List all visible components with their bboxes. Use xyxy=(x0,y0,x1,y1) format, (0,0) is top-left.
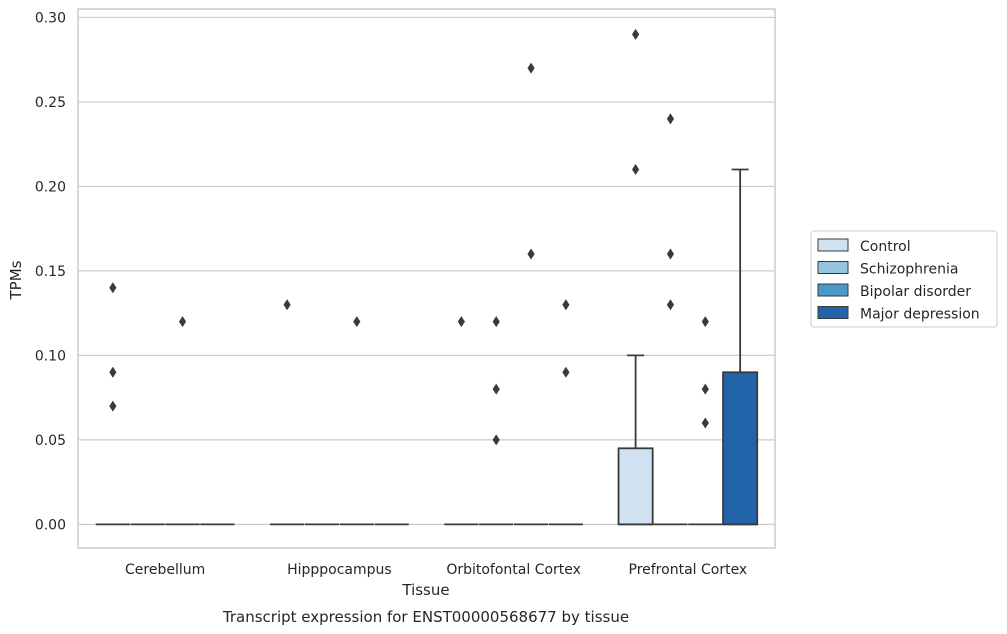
legend-swatch xyxy=(817,283,849,297)
x-tick-labels: Cerebellum Hipppocampus Orbitofontal Corte… xyxy=(125,562,747,578)
legend: Control Schizophrenia Bipolar disorder Majo… xyxy=(810,230,998,328)
outlier-point xyxy=(666,248,675,260)
outlier-point xyxy=(283,299,291,311)
outlier-point xyxy=(562,299,570,311)
y-tick-label: 0.30 xyxy=(35,10,66,26)
x-tick-label: Orbitofontal Cortex xyxy=(446,562,581,578)
y-tick-label: 0.10 xyxy=(35,348,66,364)
outlier-point xyxy=(562,366,570,378)
box-body xyxy=(617,447,654,526)
outlier-point xyxy=(632,28,640,40)
y-tick-label: 0.00 xyxy=(35,517,66,533)
x-tick-label: Cerebellum xyxy=(125,562,205,578)
y-tick-label: 0.25 xyxy=(35,95,66,111)
box-0-0 xyxy=(95,282,130,526)
legend-frame xyxy=(810,230,998,328)
box-marks xyxy=(95,28,759,526)
box-0-2 xyxy=(165,316,200,526)
box-body xyxy=(722,371,759,526)
outlier-point xyxy=(666,113,675,125)
outlier-point xyxy=(178,316,187,328)
box-2-0 xyxy=(444,316,479,526)
x-axis-label: Tissue xyxy=(401,581,449,599)
box-1-0 xyxy=(270,299,305,526)
outlier-point xyxy=(701,383,709,395)
chart-caption: Transcript expression for ENST0000056867… xyxy=(222,608,629,626)
outlier-point xyxy=(701,417,709,429)
outlier-point xyxy=(527,248,535,260)
box-2-1 xyxy=(479,316,514,526)
outlier-point xyxy=(527,62,535,74)
box-3-0 xyxy=(617,28,654,526)
x-tick-label: Hipppocampus xyxy=(287,562,392,578)
outlier-point xyxy=(492,434,500,446)
outlier-point xyxy=(457,316,465,328)
y-axis-label: TPMs xyxy=(7,260,25,300)
box-2-3 xyxy=(548,299,583,526)
box-2-2 xyxy=(513,62,549,526)
box-1-2 xyxy=(339,316,374,526)
outlier-point xyxy=(632,164,640,176)
box-3-3 xyxy=(722,168,759,526)
box-3-1 xyxy=(653,113,688,526)
outlier-point xyxy=(109,366,117,378)
y-tick-labels: 0.00 0.05 0.10 0.15 0.20 0.25 0.30 xyxy=(35,10,66,533)
y-tick-label: 0.15 xyxy=(35,264,66,280)
outlier-point xyxy=(666,299,675,311)
legend-label: Bipolar disorder xyxy=(860,284,971,300)
outlier-point xyxy=(492,316,500,328)
legend-label: Control xyxy=(860,239,911,255)
legend-swatch xyxy=(817,261,849,274)
y-tick-label: 0.20 xyxy=(35,179,66,195)
x-tick-label: Prefrontal Cortex xyxy=(629,562,748,578)
box-3-2 xyxy=(688,316,723,526)
outlier-point xyxy=(109,400,117,412)
y-tick-label: 0.05 xyxy=(35,433,66,449)
gridlines xyxy=(78,16,775,525)
legend-label: Major depression xyxy=(860,307,980,323)
legend-swatch xyxy=(817,238,849,252)
plot-frame xyxy=(77,8,776,549)
outlier-point xyxy=(701,316,709,328)
outlier-point xyxy=(353,316,361,328)
outlier-point xyxy=(492,383,500,395)
legend-label: Schizophrenia xyxy=(860,262,958,278)
legend-swatch xyxy=(817,306,849,319)
outlier-point xyxy=(109,282,117,294)
